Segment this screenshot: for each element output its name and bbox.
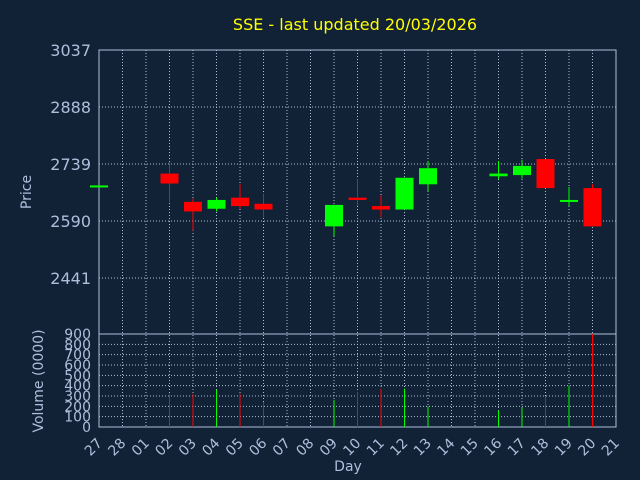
day-tick-label: 04 [199, 435, 223, 459]
candle [372, 195, 390, 218]
price-tick-label: 2590 [50, 212, 91, 231]
volume-tick-label: 500 [64, 368, 91, 384]
day-tick-label: 13 [411, 436, 435, 460]
day-tick-label: 11 [364, 436, 388, 460]
volume-tick-label: 600 [64, 358, 91, 374]
day-tick-label: 08 [293, 436, 317, 460]
candle-body [184, 201, 202, 212]
candle [160, 161, 179, 202]
x-axis-label: Day [334, 459, 362, 475]
candle-body [254, 203, 273, 210]
candle [184, 198, 202, 231]
day-tick-label: 19 [552, 436, 576, 460]
day-tick-label: 05 [223, 436, 247, 460]
candle [231, 184, 249, 209]
volume-tick-label: 0 [82, 420, 91, 436]
chart-title: SSE - last updated 20/03/2026 [233, 15, 477, 34]
volume-tick-label: 800 [64, 337, 91, 353]
volume-tick-label: 400 [64, 379, 91, 395]
price-axis-label: Price [19, 175, 35, 209]
day-axis-ticks: 27 28 01 02 03 04 05 06 07 08 09 10 11 12 13 14 15 16 17 18… [82, 435, 623, 459]
day-tick-label: 10 [340, 436, 364, 460]
candle-body [536, 159, 555, 189]
candle [489, 160, 508, 179]
candle [560, 186, 578, 207]
day-tick-label: 07 [270, 436, 294, 460]
day-tick-label: 02 [152, 436, 176, 460]
grid [98, 49, 617, 428]
day-tick-label: 28 [105, 436, 129, 460]
candle [325, 204, 343, 237]
day-tick-label: 20 [575, 436, 599, 460]
candle-body [231, 197, 249, 207]
day-tick-label: 15 [458, 436, 482, 460]
price-tick-label: 2441 [50, 269, 91, 288]
candle-body [207, 199, 226, 209]
candle-body [395, 177, 414, 210]
candle-body [160, 173, 179, 184]
volume-bars [169, 334, 593, 427]
candle [395, 177, 414, 210]
volume-axis-label: Volume (0000) [31, 329, 47, 432]
day-tick-label: 27 [82, 436, 106, 460]
candle [207, 197, 226, 212]
candles [90, 159, 602, 237]
day-tick-label: 14 [434, 435, 458, 459]
candle-body [348, 197, 367, 200]
candle [90, 185, 108, 188]
candle-body [325, 204, 343, 227]
volume-tick-label: 700 [64, 348, 91, 364]
day-tick-label: 16 [481, 435, 505, 459]
candle [583, 184, 602, 227]
day-tick-label: 06 [246, 435, 270, 459]
price-tick-label: 3037 [50, 41, 91, 60]
day-tick-label: 21 [599, 436, 623, 460]
volume-tick-label: 200 [64, 399, 91, 415]
price-axis-ticks: 3037 2888 2739 2590 2441 [50, 41, 91, 288]
candle [348, 178, 367, 206]
day-tick-label: 17 [505, 436, 529, 460]
day-tick-label: 09 [317, 436, 341, 460]
candle-body [489, 173, 508, 177]
day-tick-label: 12 [387, 436, 411, 460]
volume-tick-label: 100 [64, 410, 91, 426]
volume-tick-label: 900 [64, 327, 91, 343]
candle [513, 159, 531, 179]
candle [536, 159, 555, 189]
day-tick-label: 18 [528, 436, 552, 460]
price-tick-label: 2739 [50, 155, 91, 174]
candle-body [583, 188, 602, 227]
candle-body [372, 206, 390, 210]
candle [254, 193, 273, 218]
candle-body [90, 185, 108, 188]
price-tick-label: 2888 [50, 98, 91, 117]
day-tick-label: 03 [176, 436, 200, 460]
volume-tick-label: 300 [64, 389, 91, 405]
candle-body [419, 168, 437, 185]
day-tick-label: 01 [129, 436, 153, 460]
candle-body [513, 165, 531, 176]
candle [419, 160, 437, 192]
candle-body [560, 199, 578, 202]
